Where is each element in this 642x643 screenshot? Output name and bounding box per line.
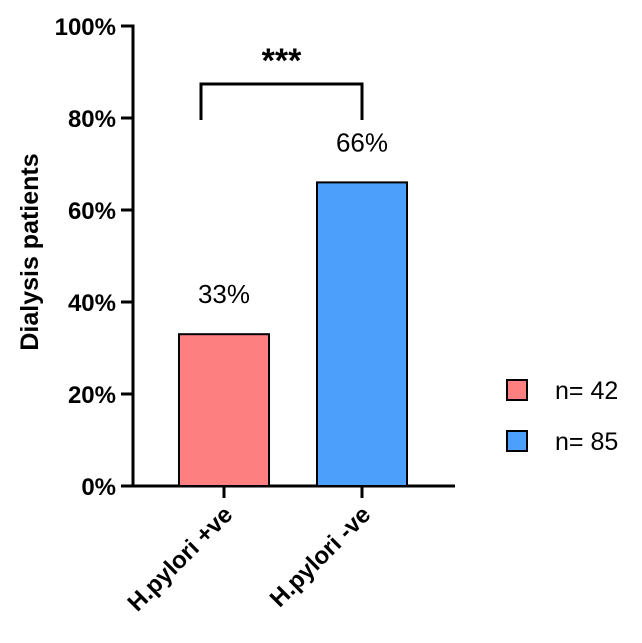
significance-label: *** bbox=[262, 42, 302, 80]
x-tick-label: H.pylori +ve bbox=[122, 501, 238, 617]
significance-bracket: *** bbox=[199, 42, 364, 120]
y-axis-title: Dialysis patients bbox=[16, 153, 44, 350]
bars: 33% 66% bbox=[178, 127, 408, 488]
y-axis: 0% 20% 40% 60% 80% 100% bbox=[55, 14, 135, 501]
bar bbox=[178, 333, 270, 488]
x-tick-label: H.pylori -ve bbox=[265, 501, 377, 613]
y-tick-label: 60% bbox=[68, 198, 116, 225]
y-tick-label: 0% bbox=[81, 474, 116, 501]
legend-label: n= 42 bbox=[555, 377, 618, 405]
bar-value-label: 33% bbox=[198, 279, 250, 309]
legend-label: n= 85 bbox=[555, 428, 618, 456]
x-axis: H.pylori +ve H.pylori -ve bbox=[122, 484, 455, 617]
y-tick-label: 80% bbox=[68, 106, 116, 133]
bar-value-label: 66% bbox=[336, 127, 388, 157]
legend: n= 42 n= 85 bbox=[506, 377, 618, 456]
y-tick-label: 100% bbox=[55, 14, 116, 41]
y-tick-label: 20% bbox=[68, 382, 116, 409]
bar bbox=[316, 181, 408, 487]
y-tick-label: 40% bbox=[68, 290, 116, 317]
legend-swatch bbox=[506, 430, 528, 452]
significance-bracket-line bbox=[199, 82, 364, 120]
legend-swatch bbox=[506, 379, 528, 401]
